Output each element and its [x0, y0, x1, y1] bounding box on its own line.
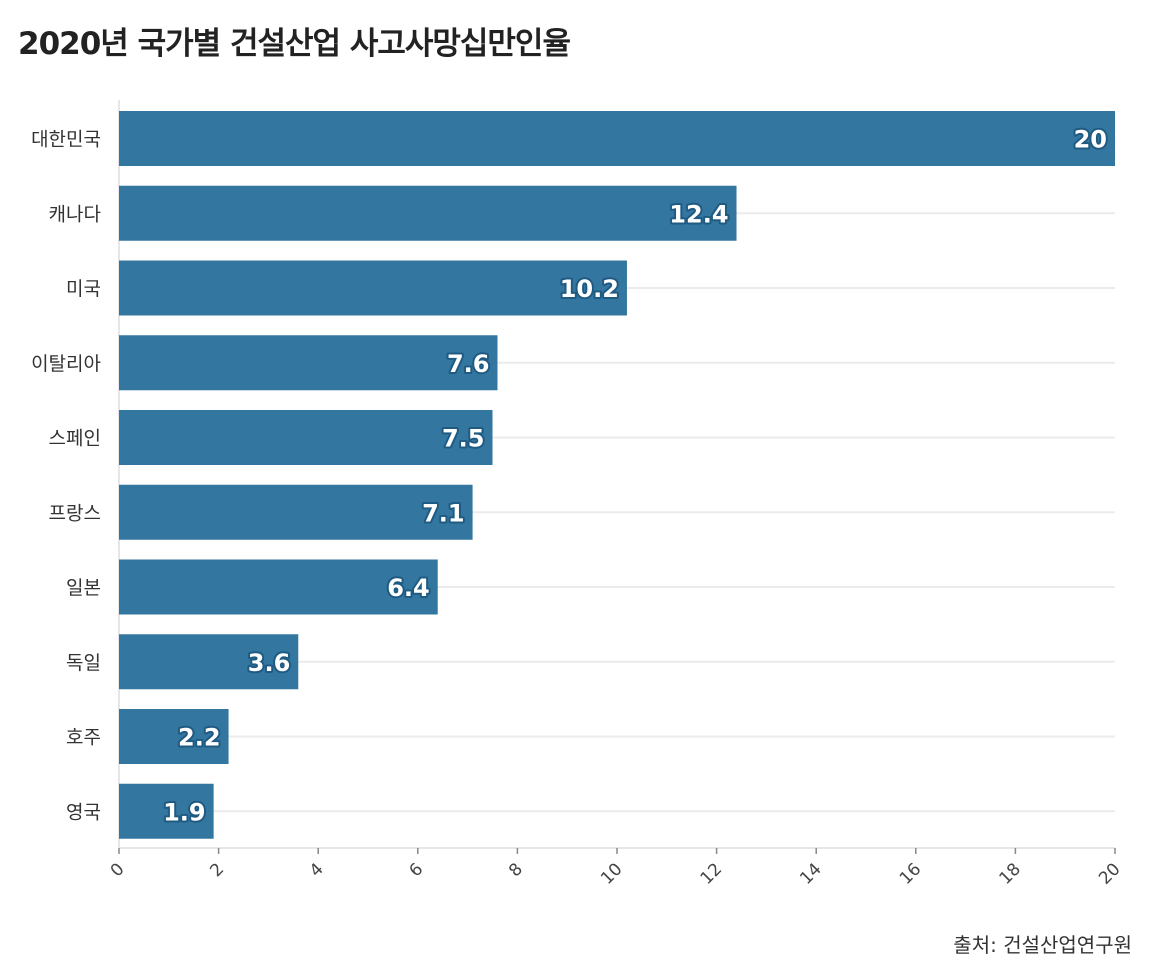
value-label: 7.6 [447, 350, 490, 378]
category-label: 이탈리아 [31, 353, 101, 375]
tick-labels: 0 2 4 6 8 10 12 14 16 18 20 [107, 859, 1125, 888]
bar [119, 260, 627, 316]
value-label: 6.4 [387, 574, 430, 602]
source-note: 출처: 건설산업연구원 [953, 933, 1132, 957]
x-tick-label: 12 [697, 859, 726, 888]
x-tick-label: 6 [406, 859, 428, 881]
value-label: 12.4 [669, 200, 728, 228]
category-label: 대한민국 [31, 129, 101, 151]
chart-title: 2020년 국가별 건설산업 사고사망십만인율 [18, 26, 571, 62]
value-label: 1.9 [163, 798, 206, 826]
category-label: 캐나다 [49, 203, 101, 225]
value-label: 7.5 [442, 425, 485, 453]
category-label: 미국 [66, 278, 101, 300]
bar [119, 484, 473, 540]
x-tick-label: 2 [206, 859, 228, 881]
bar [119, 335, 498, 391]
bar [119, 634, 299, 690]
value-labels: 20 12.4 10.2 7.6 7.5 7.1 6.4 3.6 2.2 1.9 [161, 124, 1109, 829]
x-tick-label: 4 [306, 859, 328, 881]
bars [119, 111, 1115, 839]
bar [119, 111, 1115, 166]
x-tick-label: 0 [107, 859, 129, 881]
bar [119, 185, 737, 241]
value-label: 7.1 [422, 499, 465, 527]
x-tick-label: 18 [995, 859, 1024, 888]
category-label: 일본 [66, 577, 101, 599]
category-label: 영국 [66, 801, 101, 823]
category-label: 프랑스 [49, 502, 101, 524]
category-label: 스페인 [49, 428, 101, 450]
category-label: 호주 [66, 727, 101, 749]
bar [119, 559, 438, 615]
bar [119, 410, 493, 465]
x-tick-label: 10 [597, 859, 626, 888]
value-label: 20 [1074, 126, 1107, 154]
x-tick-label: 14 [796, 859, 825, 888]
value-label: 2.2 [178, 724, 221, 752]
category-label: 독일 [66, 652, 101, 674]
bar [119, 709, 229, 764]
x-tick-label: 20 [1095, 859, 1124, 888]
x-tick-label: 16 [896, 859, 925, 888]
value-label: 3.6 [248, 649, 291, 677]
value-label: 10.2 [560, 275, 619, 303]
x-tick-label: 8 [505, 859, 527, 881]
bar [119, 783, 214, 839]
